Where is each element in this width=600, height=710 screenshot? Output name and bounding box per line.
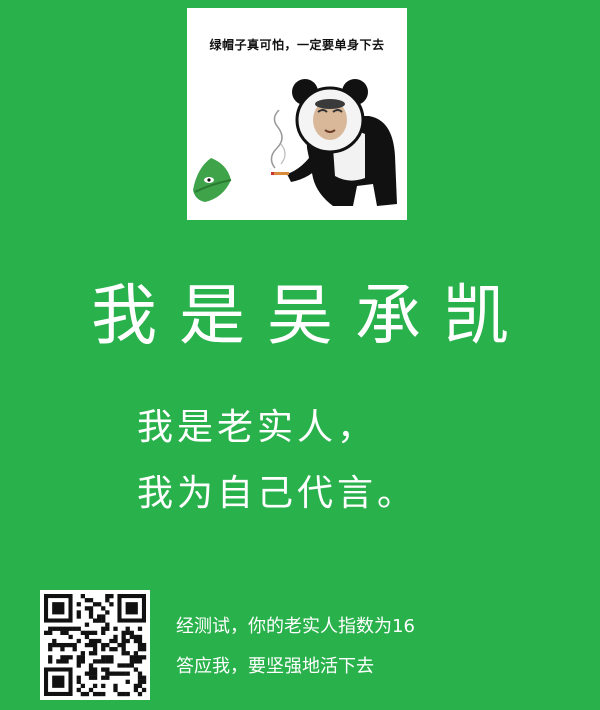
result-line-2: 答应我，要坚强地活下去 (176, 656, 374, 677)
qr-code-icon[interactable] (40, 590, 150, 700)
panda-man-smoking-icon (270, 79, 397, 206)
meme-caption: 绿帽子真可怕，一定要单身下去 (209, 38, 385, 52)
page-title: 我是吴承凯 (91, 277, 531, 354)
meme-image: 绿帽子真可怕，一定要单身下去 (187, 8, 407, 220)
green-hat-icon (193, 158, 232, 202)
result-line-1: 经测试，你的老实人指数为16 (176, 616, 415, 637)
subtitle-line-2: 我为自己代言。 (137, 473, 418, 514)
subtitle-line-1: 我是老实人， (137, 407, 378, 448)
